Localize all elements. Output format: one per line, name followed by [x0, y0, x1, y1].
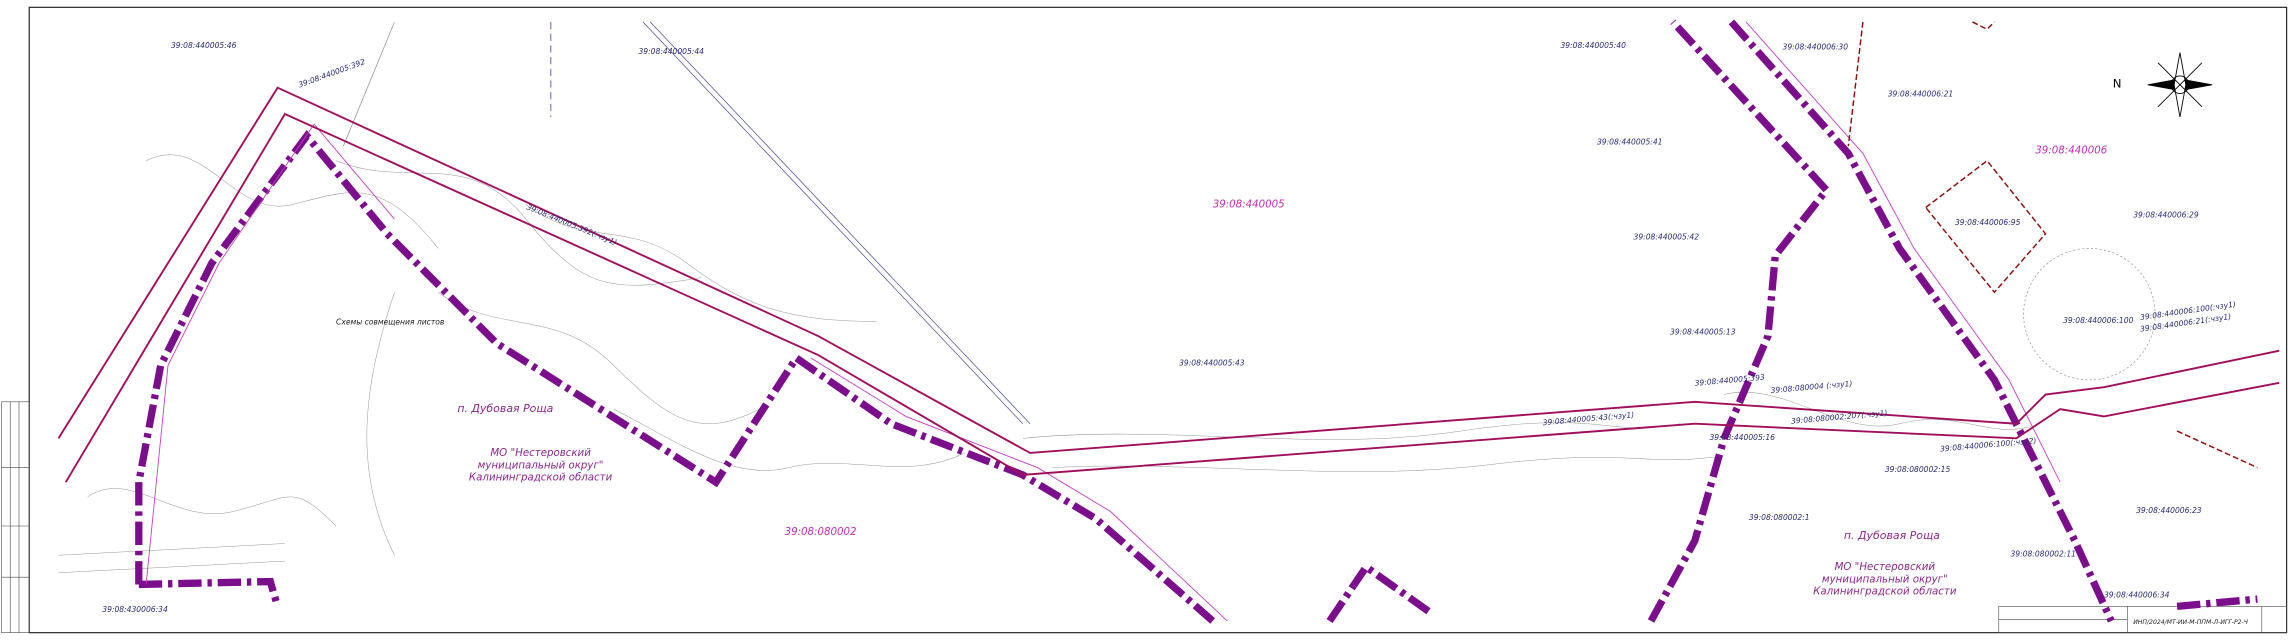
- parcel-number: 39:08:430006:34: [102, 605, 168, 614]
- municipality-name: Калининградской области: [1813, 586, 1957, 598]
- parcel-number: 39:08:440005:41: [1597, 138, 1663, 147]
- settlement-name: п. Дубовая Роща: [1844, 529, 1940, 542]
- parcel-number: 39:08:440005:40: [1560, 41, 1626, 50]
- parcel-number: 39:08:080002:15: [1885, 465, 1951, 474]
- contours: [58, 154, 2031, 574]
- quarter-number: 39:08:440006: [2035, 145, 2107, 156]
- parcel-number: 39:08:080002:11: [2010, 550, 2076, 559]
- municipality-name: муниципальный округ": [478, 460, 604, 471]
- municipality-name: муниципальный округ": [1822, 574, 1948, 585]
- settlement-name: п. Дубовая Роща: [457, 402, 553, 415]
- parcel-number: 39:08:440005:46: [171, 41, 237, 50]
- survey-circle: [2023, 248, 2156, 381]
- parcel-number: 39:08:440006:23: [2136, 506, 2202, 515]
- parcel-number: 39:08:440006:34: [2104, 591, 2170, 600]
- parcel-number: 39:08:440006:100: [2063, 316, 2134, 325]
- parcel-number: 39:08:440005:43: [1179, 358, 1245, 367]
- quarter-number: 39:08:080002: [785, 527, 857, 538]
- parcel-number: 39:08:440006:30: [1783, 43, 1849, 52]
- parcel-boundary: [1847, 21, 2258, 469]
- parcel-number: 39:08:080002:1: [1749, 513, 1810, 522]
- leader-line: [343, 21, 395, 147]
- parcel-number: 39:08:440006:95: [1955, 218, 2021, 227]
- municipality-name: Калининградской области: [469, 472, 613, 484]
- road-edge: [642, 21, 1024, 424]
- side-stamp: [1, 401, 2287, 633]
- sheet-frame: [28, 6, 2288, 634]
- sheet-scheme-note: Схемы совмещения листов: [336, 317, 445, 326]
- municipality-name: МО "Нестеровский: [490, 448, 591, 459]
- corridor-boundary: [57, 86, 2280, 483]
- parcel-number: 39:08:440005:16: [1709, 433, 1775, 442]
- road-edge: [649, 21, 1031, 424]
- north-arrow: [2147, 52, 2213, 117]
- parcel-number: 39:08:440006:29: [2133, 211, 2199, 220]
- stamp-code: ИНП/2024/МТ-ИИ-М-ППМ-Л-ИГГ-Р2-Ч: [2133, 619, 2249, 626]
- parcel-number: 39:08:440005:42: [1634, 233, 1700, 242]
- quarter-number: 39:08:440005: [1213, 199, 1285, 210]
- compass-label: N: [2113, 77, 2122, 91]
- parcel-number: 39:08:440006:21: [1888, 89, 1954, 98]
- municipality-name: МО "Нестеровский: [1835, 562, 1936, 573]
- parcel-number: 39:08:440005:44: [638, 47, 704, 56]
- parcel-number: 39:08:440005:13: [1670, 328, 1736, 337]
